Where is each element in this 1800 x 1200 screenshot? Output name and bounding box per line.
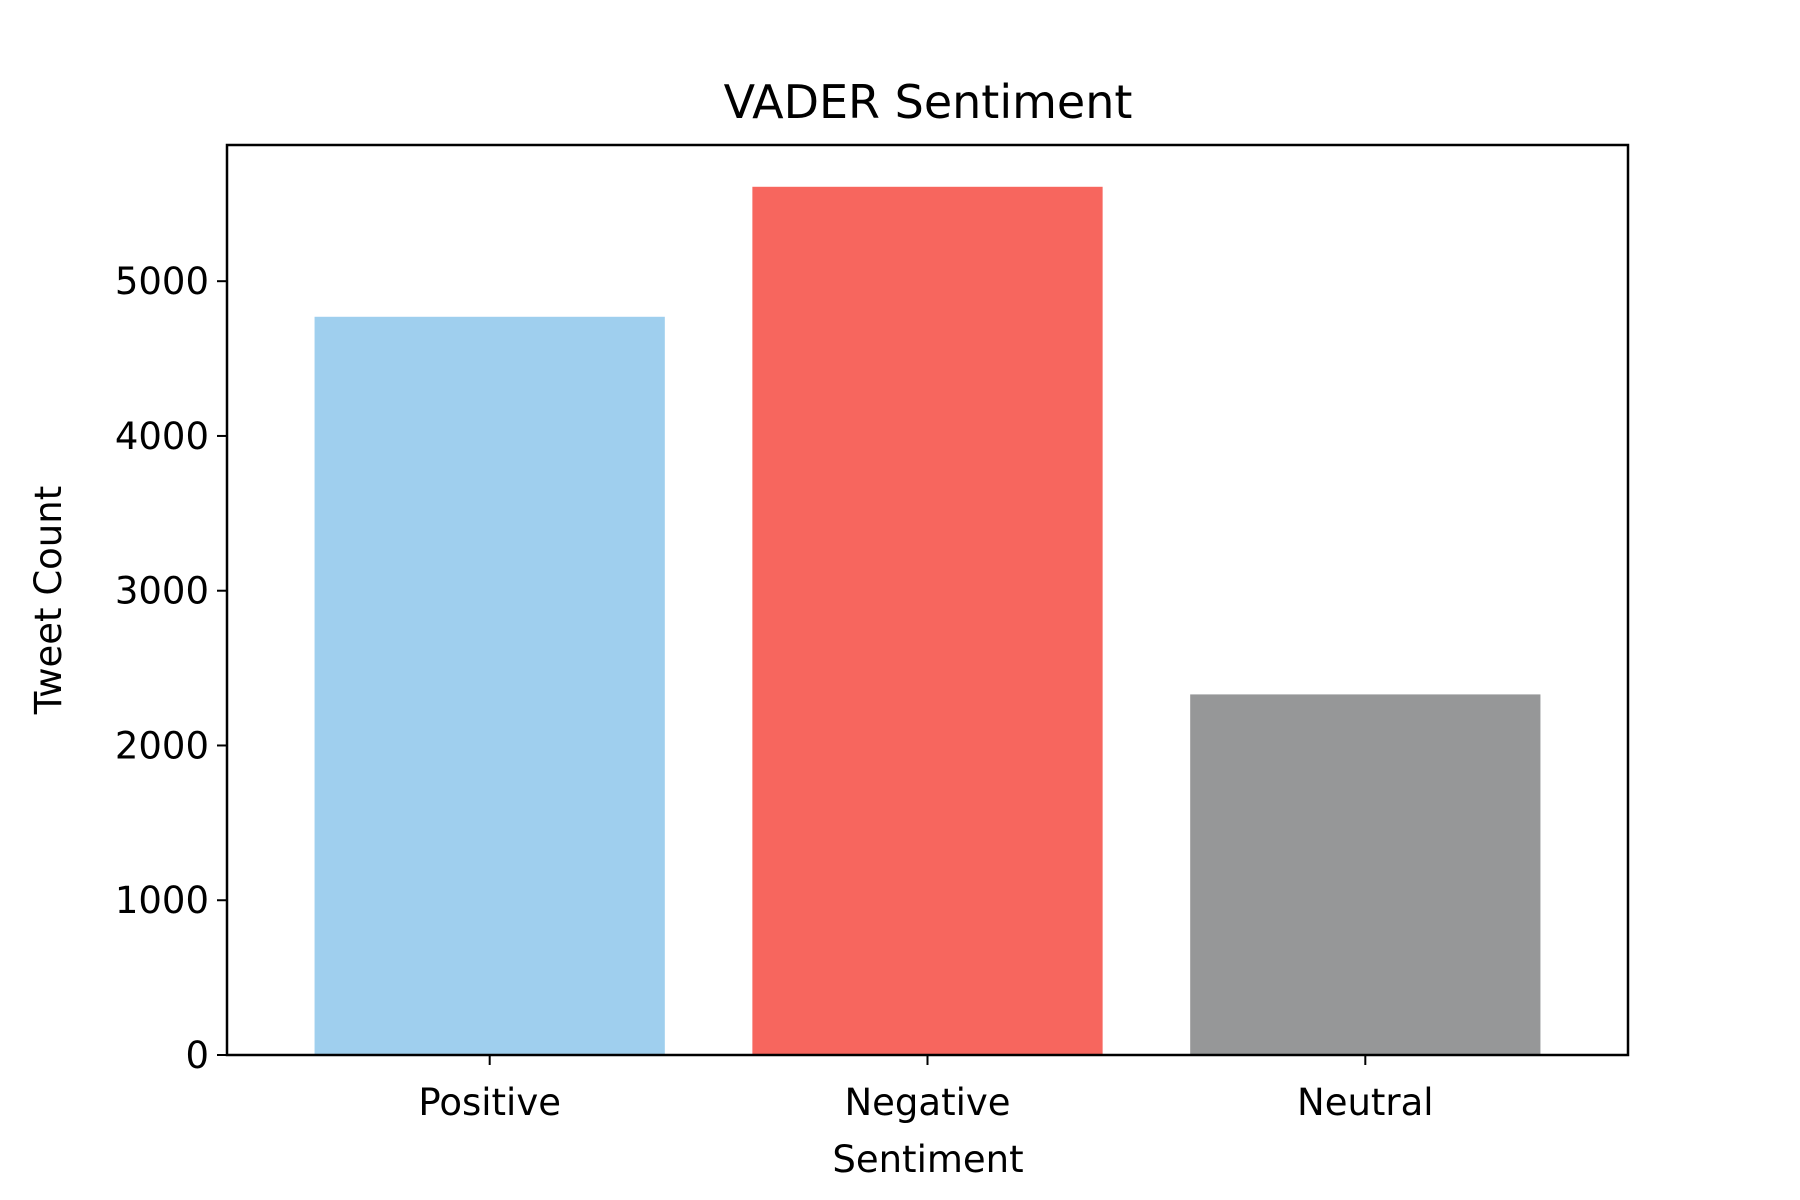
y-tick-label: 2000: [115, 724, 209, 767]
x-tick-label: Positive: [418, 1081, 561, 1124]
y-tick-label: 4000: [115, 415, 209, 458]
x-tick-label: Neutral: [1297, 1081, 1434, 1124]
y-axis: 0 1000 2000 3000 4000 5000: [115, 260, 227, 1077]
y-tick-label: 5000: [115, 260, 209, 303]
x-axis: Positive Negative Neutral: [418, 1055, 1434, 1124]
bar-positive: [314, 316, 665, 1055]
y-axis-label: Tweet Count: [27, 486, 70, 715]
x-tick-label: Negative: [844, 1081, 1010, 1124]
x-axis-label: Sentiment: [832, 1138, 1023, 1181]
bar-negative: [752, 186, 1103, 1056]
plot-area: [225, 143, 1630, 1057]
bar-neutral: [1190, 694, 1541, 1055]
y-tick-label: 3000: [115, 570, 209, 613]
chart-title: VADER Sentiment: [724, 75, 1133, 129]
y-tick-label: 0: [185, 1034, 209, 1077]
y-tick-label: 1000: [115, 879, 209, 922]
